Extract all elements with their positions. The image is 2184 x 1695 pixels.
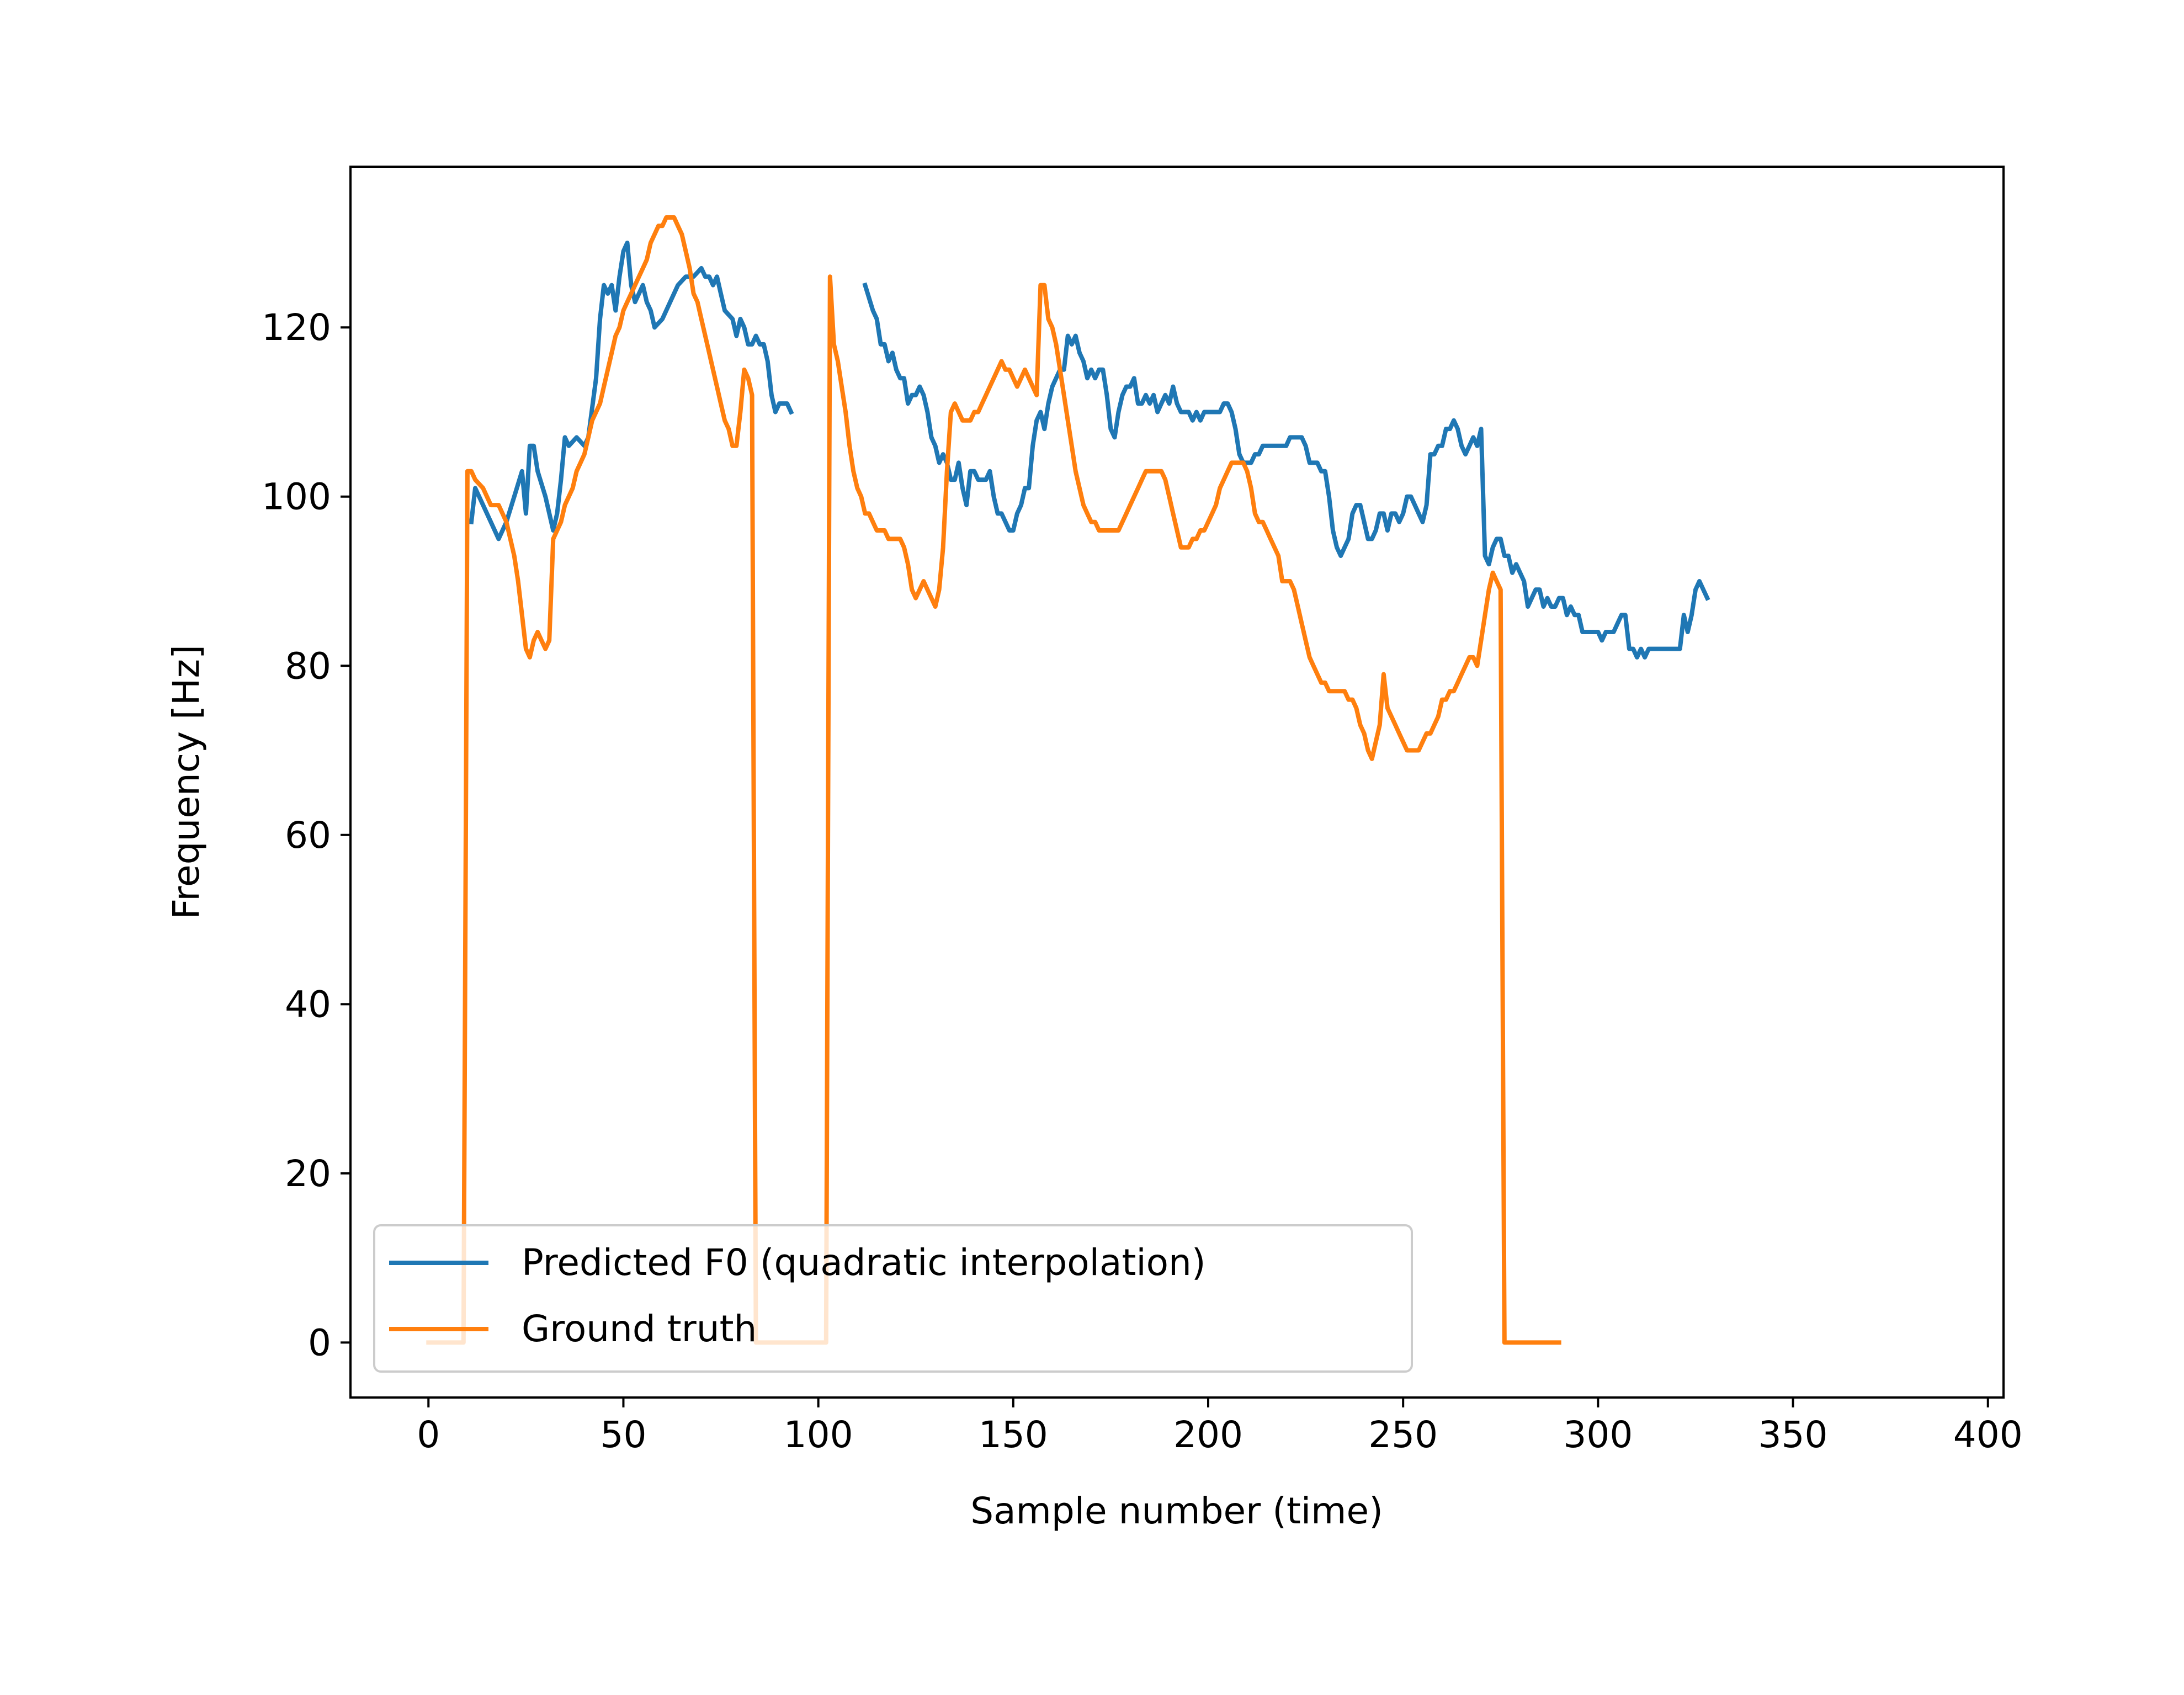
x-axis-title: Sample number (time) <box>970 1490 1383 1532</box>
x-tick-label: 200 <box>1173 1414 1243 1456</box>
series-line <box>862 282 1710 660</box>
y-tick-label: 20 <box>285 1152 331 1195</box>
series-layer <box>426 215 1710 1345</box>
x-tick-label: 100 <box>784 1414 853 1456</box>
legend-box <box>373 1224 1413 1373</box>
x-tick-label: 350 <box>1758 1414 1828 1456</box>
y-tick-label: 40 <box>285 983 331 1025</box>
x-tick-label: 250 <box>1368 1414 1438 1456</box>
y-tick-label: 120 <box>262 306 331 349</box>
series-0 <box>469 240 1710 660</box>
x-tick-label: 50 <box>600 1414 646 1456</box>
y-tick-label: 60 <box>285 814 331 857</box>
legend-label-ground-truth: Ground truth <box>522 1308 757 1350</box>
series-line <box>469 240 794 541</box>
plot-frame <box>349 166 2005 1399</box>
legend: Predicted F0 (quadratic interpolation) G… <box>373 1224 1413 1373</box>
x-tick-label: 150 <box>979 1414 1048 1456</box>
series-1 <box>426 215 1561 1345</box>
x-tick-label: 400 <box>1953 1414 2023 1456</box>
legend-label-predicted: Predicted F0 (quadratic interpolation) <box>522 1241 1206 1284</box>
series-line <box>426 215 1561 1345</box>
y-axis-title: Frequency [Hz] <box>165 645 208 920</box>
y-tick-label: 100 <box>262 476 331 518</box>
y-axis: 0 20 40 60 80 100 120 <box>262 306 350 1364</box>
y-tick-label: 0 <box>308 1321 331 1364</box>
x-axis: 0 50 100 150 200 250 300 350 400 <box>417 1398 2023 1456</box>
x-tick-label: 300 <box>1563 1414 1633 1456</box>
y-tick-label: 80 <box>285 645 331 687</box>
x-tick-label: 0 <box>417 1414 440 1456</box>
